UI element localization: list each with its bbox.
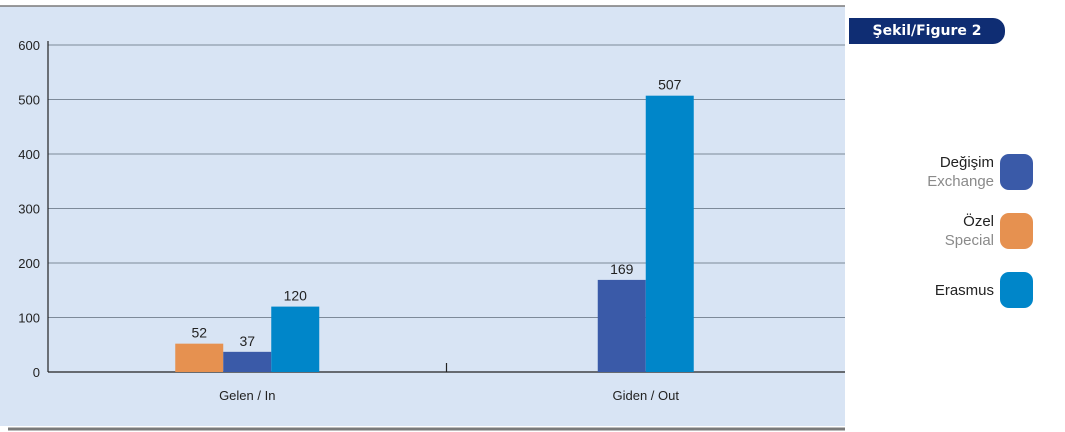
y-tick-label: 0: [33, 365, 40, 380]
y-tick-label: 500: [18, 93, 40, 108]
legend-label-secondary: Special: [944, 232, 994, 249]
data-label: 52: [191, 325, 207, 341]
bar: [223, 351, 272, 372]
bar: [271, 306, 320, 372]
legend-label-secondary: Exchange: [927, 173, 994, 190]
legend-label-primary: Değişim: [939, 154, 994, 171]
legend-label-primary: Erasmus: [934, 281, 994, 299]
y-tick-label: 400: [18, 147, 40, 162]
bar: [645, 95, 694, 372]
plot-area-background: [0, 6, 845, 426]
data-label: 507: [658, 77, 682, 93]
legend-swatch-exchange: [1000, 154, 1033, 190]
legend-item-exchange: Değişim Exchange: [927, 152, 1033, 192]
y-tick-label: 600: [18, 38, 40, 53]
data-label: 120: [284, 288, 308, 304]
data-label: 37: [239, 333, 255, 349]
legend-label-primary: Özel: [963, 213, 994, 230]
x-category-label: Giden / Out: [613, 388, 680, 403]
y-tick-label: 100: [18, 311, 40, 326]
data-label: 169: [610, 261, 634, 277]
legend-swatch-erasmus: [1000, 272, 1033, 308]
y-tick-label: 300: [18, 202, 40, 217]
bar: [597, 279, 646, 372]
y-tick-label: 200: [18, 256, 40, 271]
legend-item-erasmus: Erasmus: [935, 270, 1033, 310]
legend-swatch-special: [1000, 213, 1033, 249]
legend-item-special: Özel Special: [945, 211, 1033, 251]
figure-tag: Şekil/Figure 2: [849, 18, 1005, 44]
bar: [175, 343, 224, 372]
x-category-label: Gelen / In: [219, 388, 275, 403]
